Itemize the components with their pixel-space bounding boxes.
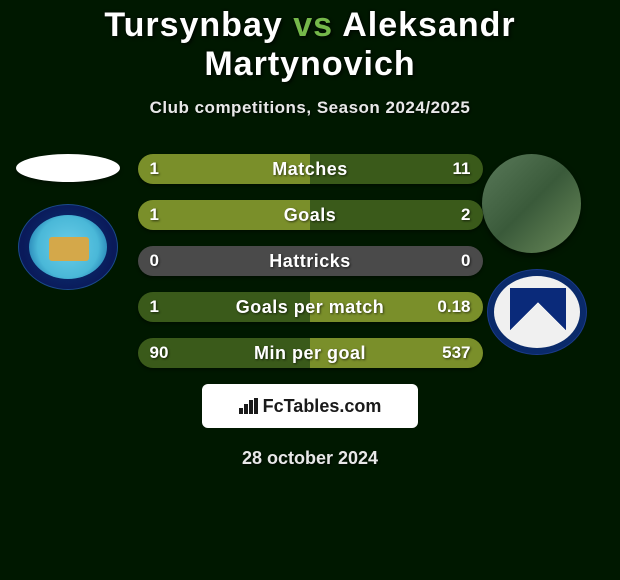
comparison-title: Tursynbay vs Aleksandr Martynovich [0,0,620,84]
player1-club-badge [18,204,118,290]
stats-block: 1 Matches 11 1 Goals 2 0 Hattricks 0 1 G… [138,154,483,368]
stat-row: 1 Goals 2 [138,200,483,230]
left-column [8,154,128,290]
stat-value-right: 0.18 [437,292,470,322]
stat-row: 1 Goals per match 0.18 [138,292,483,322]
subtitle: Club competitions, Season 2024/2025 [0,98,620,118]
player1-avatar [16,154,120,182]
right-column [482,154,592,355]
stat-row: 90 Min per goal 537 [138,338,483,368]
stat-label: Matches [138,154,483,184]
source-label: FcTables.com [263,396,382,417]
chart-icon [239,398,259,414]
stat-row: 0 Hattricks 0 [138,246,483,276]
vs-label: vs [293,6,333,44]
date-label: 28 october 2024 [0,448,620,469]
stat-label: Min per goal [138,338,483,368]
stat-value-right: 2 [461,200,470,230]
player2-club-badge [487,269,587,355]
stat-label: Goals per match [138,292,483,322]
stat-row: 1 Matches 11 [138,154,483,184]
source-box: FcTables.com [202,384,418,428]
player1-name: Tursynbay [104,6,282,44]
content-area: 1 Matches 11 1 Goals 2 0 Hattricks 0 1 G… [0,154,620,469]
stat-value-right: 537 [442,338,470,368]
stat-label: Hattricks [138,246,483,276]
stat-label: Goals [138,200,483,230]
stat-value-right: 11 [453,154,471,184]
player2-avatar [482,154,581,253]
stat-value-right: 0 [461,246,470,276]
